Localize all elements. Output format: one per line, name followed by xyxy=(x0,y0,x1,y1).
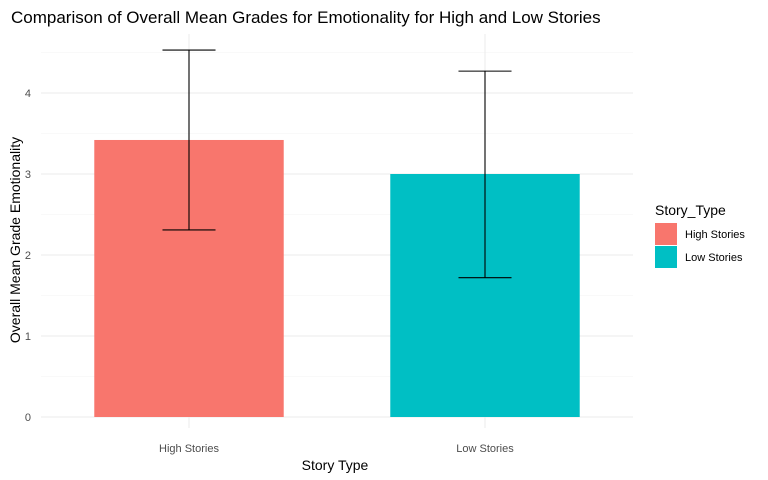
y-tick-label: 2 xyxy=(25,250,31,262)
y-tick-label: 1 xyxy=(25,331,31,343)
x-tick-label: High Stories xyxy=(159,443,219,455)
y-axis-ticks: 0 1 2 3 4 xyxy=(25,88,31,424)
y-tick-label: 4 xyxy=(25,88,31,100)
bars xyxy=(94,139,580,418)
error-bars xyxy=(162,49,512,279)
legend-swatch xyxy=(655,246,677,268)
error-bar xyxy=(458,70,512,279)
y-tick-label: 0 xyxy=(25,412,31,424)
legend-title: Story_Type xyxy=(655,202,726,218)
legend-swatch xyxy=(655,223,677,245)
legend-item: High Stories xyxy=(655,223,745,245)
error-bar xyxy=(162,49,216,231)
x-tick-label: Low Stories xyxy=(456,443,514,455)
legend-label: Low Stories xyxy=(685,252,743,264)
y-tick-label: 3 xyxy=(25,169,31,181)
chart-title: Comparison of Overall Mean Grades for Em… xyxy=(11,8,601,27)
legend-label: High Stories xyxy=(685,229,745,241)
legend-item: Low Stories xyxy=(655,246,743,268)
y-axis-title: Overall Mean Grade Emotionality xyxy=(7,137,23,343)
x-axis-ticks: High Stories Low Stories xyxy=(159,443,514,455)
x-axis-title: Story Type xyxy=(302,457,369,473)
legend: Story_Type High Stories Low Stories xyxy=(655,202,745,268)
